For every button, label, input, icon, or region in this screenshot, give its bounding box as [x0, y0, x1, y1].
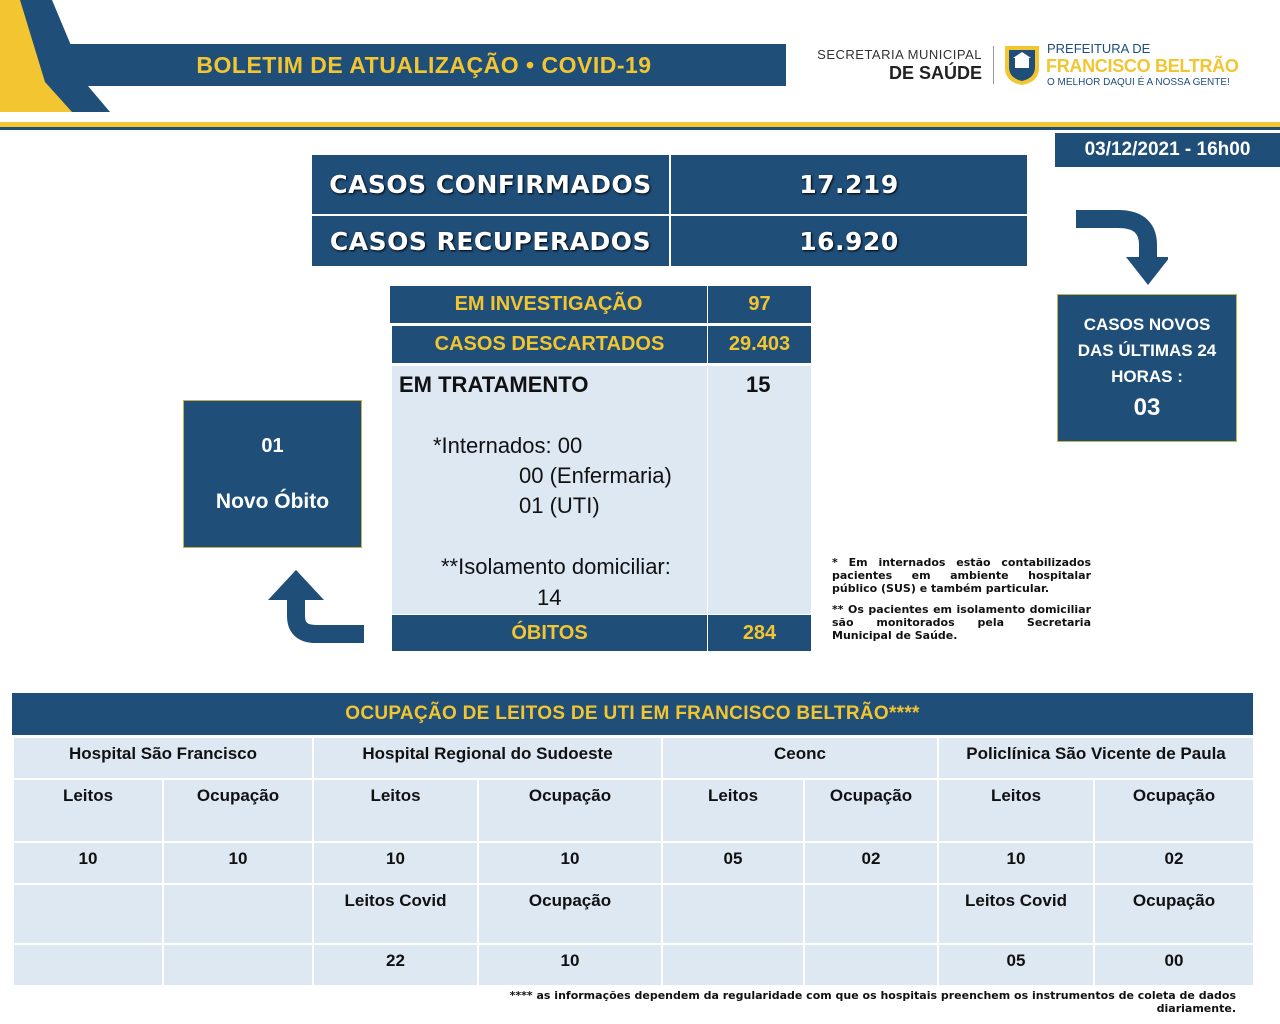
isolamento-text: **Isolamento domiciliar: [441, 554, 671, 579]
novos-casos-line3: HORAS : [1111, 367, 1183, 386]
obitos-label: ÓBITOS [392, 615, 707, 651]
tratamento-panel [392, 366, 707, 614]
note-isolamento: ** Os pacientes em isolamento domiciliar… [832, 603, 1091, 642]
descartados-value: 29.403 [708, 326, 811, 363]
col-leitos: Leitos [312, 778, 479, 843]
table-cell [803, 943, 939, 987]
header-divider [993, 46, 994, 84]
secretaria-line2: DE SAÚDE [888, 63, 982, 83]
hospital-ceonc: Ceonc [661, 736, 939, 780]
investigacao-value: 97 [708, 286, 811, 323]
table-cell: 22 [312, 943, 479, 987]
hospital-sao-francisco: Hospital São Francisco [12, 736, 314, 780]
recuperados-value: 16.920 [671, 216, 1027, 266]
uti-title: OCUPAÇÃO DE LEITOS DE UTI EM FRANCISCO B… [12, 693, 1253, 735]
prefeitura-line1: PREFEITURA DE [1047, 41, 1151, 56]
novo-obito-label: Novo Óbito [215, 490, 330, 513]
col-leitos-covid: Leitos Covid [312, 883, 479, 945]
arrow-down-curved-icon [1076, 210, 1168, 285]
prefeitura-slogan: O MELHOR DAQUI É A NOSSA GENTE! [1047, 77, 1230, 88]
table-cell [661, 883, 805, 945]
col-leitos: Leitos [661, 778, 805, 843]
col-ocupacao: Ocupação [1092, 883, 1256, 945]
table-cell [803, 883, 939, 945]
internados-text: *Internados: 00 [433, 433, 583, 458]
bulletin-date: 03/12/2021 - 16h00 [1055, 133, 1280, 167]
novos-casos-line1: CASOS NOVOS [1083, 315, 1211, 334]
header-gold-rule [0, 122, 1280, 127]
tratamento-label: EM TRATAMENTO [399, 372, 589, 397]
descartados-label: CASOS DESCARTADOS [392, 326, 707, 363]
prefeitura-line2: FRANCISCO BELTRÃO [1046, 56, 1239, 76]
obitos-value: 284 [708, 615, 811, 651]
table-cell: 10 [477, 943, 663, 987]
novo-obito-box: 01 Novo Óbito [183, 400, 362, 548]
col-ocupacao: Ocupação [477, 778, 663, 843]
confirmados-label: CASOS CONFIRMADOS [312, 155, 669, 217]
recuperados-label: CASOS RECUPERADOS [312, 216, 669, 266]
col-ocupacao: Ocupação [162, 778, 314, 843]
novos-casos-value: 03 [1133, 394, 1161, 421]
page-title: BOLETIM DE ATUALIZAÇÃO • COVID-19 [196, 51, 652, 78]
uti-text: 01 (UTI) [519, 493, 600, 518]
isolamento-value: 14 [537, 585, 562, 610]
investigacao-label: EM INVESTIGAÇÃO [390, 286, 707, 323]
hospital-policlinica: Policlínica São Vicente de Paula [936, 736, 1256, 780]
header-title-bar: BOLETIM DE ATUALIZAÇÃO • COVID-19 [62, 44, 786, 86]
table-cell: 02 [1092, 841, 1256, 885]
col-leitos: Leitos [12, 778, 164, 843]
col-ocupacao: Ocupação [477, 883, 663, 945]
table-cell: 10 [162, 841, 314, 885]
col-ocupacao: Ocupação [1092, 778, 1256, 843]
enfermaria-text: 00 (Enfermaria) [519, 463, 672, 488]
tratamento-value-panel [708, 366, 811, 614]
table-cell [12, 883, 164, 945]
hospital-regional-sudoeste: Hospital Regional do Sudoeste [312, 736, 663, 780]
uti-footnote: **** as informações dependem da regulari… [509, 989, 1236, 1015]
confirmados-value: 17.219 [671, 155, 1027, 217]
notes: * Em internados estão contabilizados pac… [832, 556, 1091, 642]
header-navy-rule [0, 127, 1280, 130]
novo-obito-value: 01 [261, 435, 284, 457]
table-cell [661, 943, 805, 987]
arrow-up-curved-icon [268, 570, 364, 643]
secretaria-line1: SECRETARIA MUNICIPAL [817, 47, 982, 62]
uti-table: Hospital São Francisco Hospital Regional… [12, 736, 1256, 987]
municipal-crest-icon [1005, 46, 1039, 85]
table-cell: 10 [937, 841, 1095, 885]
table-cell: 00 [1092, 943, 1256, 987]
tratamento-value: 15 [746, 372, 771, 397]
table-cell [162, 943, 314, 987]
table-cell: 05 [661, 841, 805, 885]
table-cell: 10 [477, 841, 663, 885]
novos-casos-box: CASOS NOVOS DAS ÚLTIMAS 24 HORAS : 03 [1057, 294, 1237, 442]
table-cell: 02 [803, 841, 939, 885]
table-cell: 10 [312, 841, 479, 885]
table-cell: 10 [12, 841, 164, 885]
col-ocupacao: Ocupação [803, 778, 939, 843]
table-cell [12, 943, 164, 987]
note-internados: * Em internados estão contabilizados pac… [832, 556, 1091, 595]
col-leitos-covid: Leitos Covid [937, 883, 1095, 945]
table-cell [162, 883, 314, 945]
col-leitos: Leitos [937, 778, 1095, 843]
table-cell: 05 [937, 943, 1095, 987]
novos-casos-line2: DAS ÚLTIMAS 24 [1077, 341, 1217, 360]
